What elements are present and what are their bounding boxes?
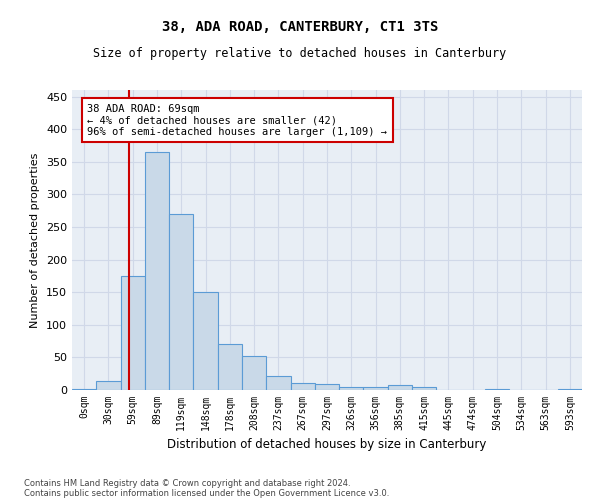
Bar — [193, 292, 218, 390]
Text: Contains HM Land Registry data © Crown copyright and database right 2024.: Contains HM Land Registry data © Crown c… — [24, 478, 350, 488]
Text: 38, ADA ROAD, CANTERBURY, CT1 3TS: 38, ADA ROAD, CANTERBURY, CT1 3TS — [162, 20, 438, 34]
Bar — [169, 214, 193, 390]
Bar — [388, 386, 412, 390]
Bar — [145, 152, 169, 390]
Bar — [266, 376, 290, 390]
X-axis label: Distribution of detached houses by size in Canterbury: Distribution of detached houses by size … — [167, 438, 487, 452]
Text: 38 ADA ROAD: 69sqm
← 4% of detached houses are smaller (42)
96% of semi-detached: 38 ADA ROAD: 69sqm ← 4% of detached hous… — [88, 104, 388, 136]
Text: Contains public sector information licensed under the Open Government Licence v3: Contains public sector information licen… — [24, 488, 389, 498]
Bar — [242, 356, 266, 390]
Y-axis label: Number of detached properties: Number of detached properties — [31, 152, 40, 328]
Bar — [364, 388, 388, 390]
Bar — [218, 344, 242, 390]
Bar — [315, 384, 339, 390]
Bar — [96, 381, 121, 390]
Bar — [339, 386, 364, 390]
Bar — [121, 276, 145, 390]
Text: Size of property relative to detached houses in Canterbury: Size of property relative to detached ho… — [94, 48, 506, 60]
Bar — [290, 384, 315, 390]
Bar — [412, 386, 436, 390]
